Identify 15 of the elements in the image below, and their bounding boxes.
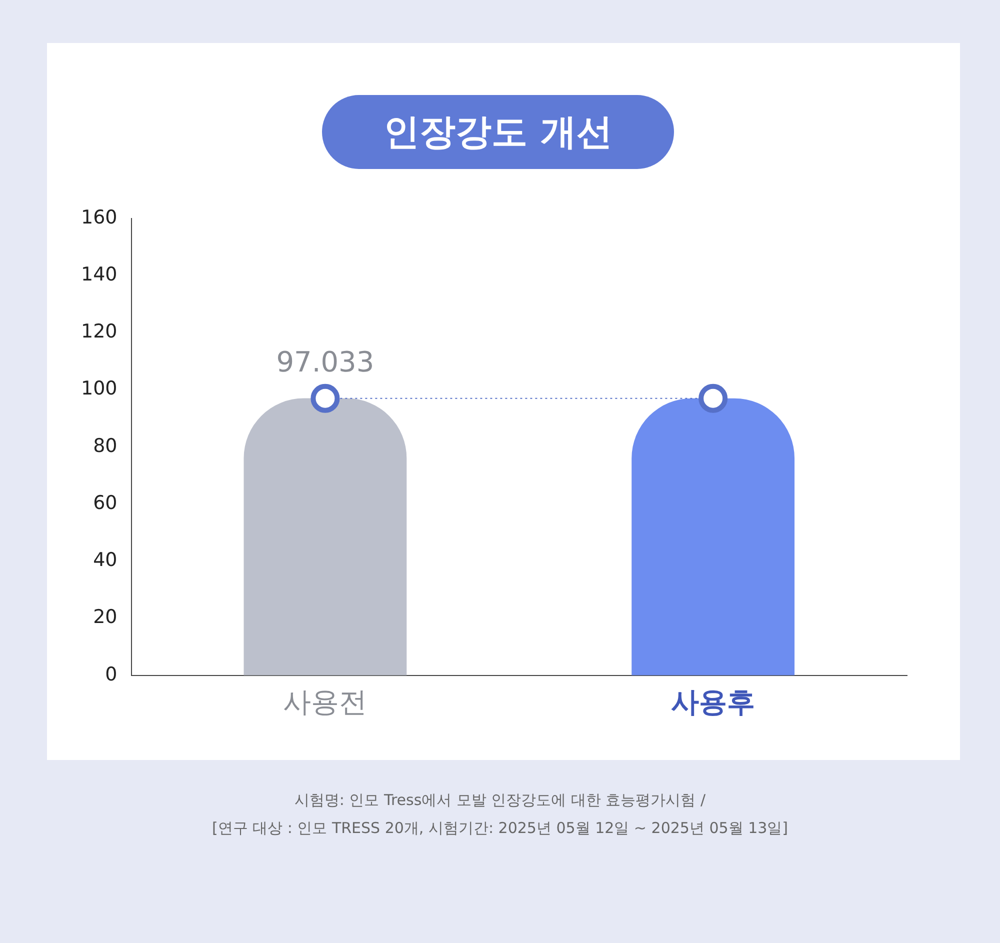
y-tick-label: 40 xyxy=(93,549,118,572)
y-tick-label: 140 xyxy=(81,263,118,286)
chart-title: 인장강도 개선 xyxy=(322,95,674,169)
y-tick-label: 60 xyxy=(93,492,118,514)
x-tick-label: 사용전 xyxy=(283,685,368,718)
y-tick-label: 80 xyxy=(93,434,118,457)
y-tick-label: 0 xyxy=(105,663,118,686)
y-tick-label: 160 xyxy=(81,206,118,228)
text: 시험명: 인모 Tress에서 모발 인장강도에 대한 효능평가시험 / xyxy=(293,790,707,811)
y-tick-label: 100 xyxy=(81,378,118,400)
y-tick-label: 20 xyxy=(93,606,118,628)
x-tick-label: 사용후 xyxy=(671,685,756,718)
y-tick-label: 120 xyxy=(81,320,118,343)
text: [연구 대상 : 인모 TRESS 20개, 시험기간: 2025년 05월 12일 ~ 2025년 05월 13일] xyxy=(210,818,790,839)
data-label: 97.033 xyxy=(276,346,374,379)
